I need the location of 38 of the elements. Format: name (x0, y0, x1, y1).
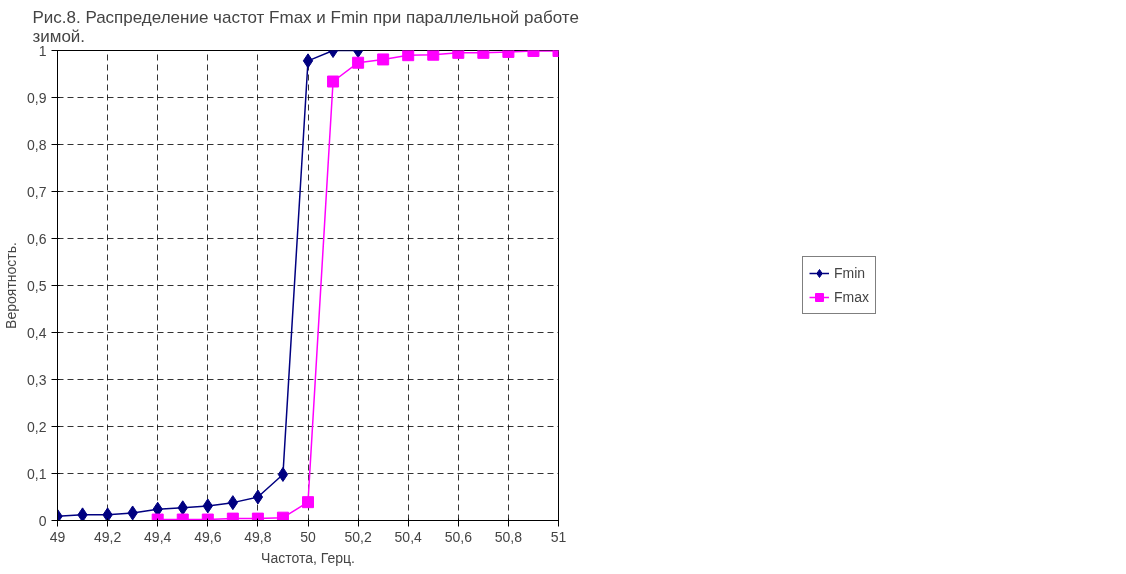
x-axis-title: Частота, Герц. (261, 549, 355, 566)
y-tick-label: 0,3 (27, 371, 47, 388)
y-tick-label: 0,1 (27, 465, 47, 482)
point (102, 507, 113, 521)
x-tick-label: 49,8 (244, 528, 272, 545)
x-tick-label: 49,4 (144, 528, 172, 545)
x-tick-label: 50,4 (394, 528, 423, 545)
point (276, 511, 289, 521)
point (327, 75, 340, 88)
x-tick-label: 50,6 (444, 528, 473, 545)
point (227, 495, 239, 511)
point (377, 53, 390, 66)
x-tick-label: 49,6 (194, 528, 222, 545)
x-tick-label: 50,2 (344, 528, 372, 545)
y-tick-label: 0,6 (27, 230, 47, 247)
legend-label: Fmin (834, 265, 866, 281)
y-tick-label: 0,8 (27, 136, 47, 153)
x-tick-label: 49,2 (93, 528, 122, 545)
point (302, 53, 314, 69)
point (77, 507, 88, 521)
point (252, 489, 264, 505)
point (302, 496, 314, 509)
legend-label: Fmax (834, 289, 869, 305)
y-tick-label: 0,2 (27, 418, 47, 435)
x-tick-label: 50,8 (494, 528, 523, 545)
point (352, 56, 365, 69)
x-tick-label: 50 (300, 528, 316, 545)
x-tick-label: 49 (49, 528, 66, 545)
y-tick-label: 0,5 (27, 277, 47, 294)
point (277, 466, 289, 482)
point (402, 50, 415, 62)
y-tick-label: 0,7 (27, 183, 47, 200)
y-axis-title: Вероятность. (3, 242, 20, 329)
y-tick-label: 0,4 (27, 324, 47, 341)
y-tick-label: 0,9 (27, 89, 47, 106)
y-tick-label: 0 (38, 512, 47, 529)
point (427, 50, 440, 61)
x-tick-label: 51 (550, 528, 567, 545)
